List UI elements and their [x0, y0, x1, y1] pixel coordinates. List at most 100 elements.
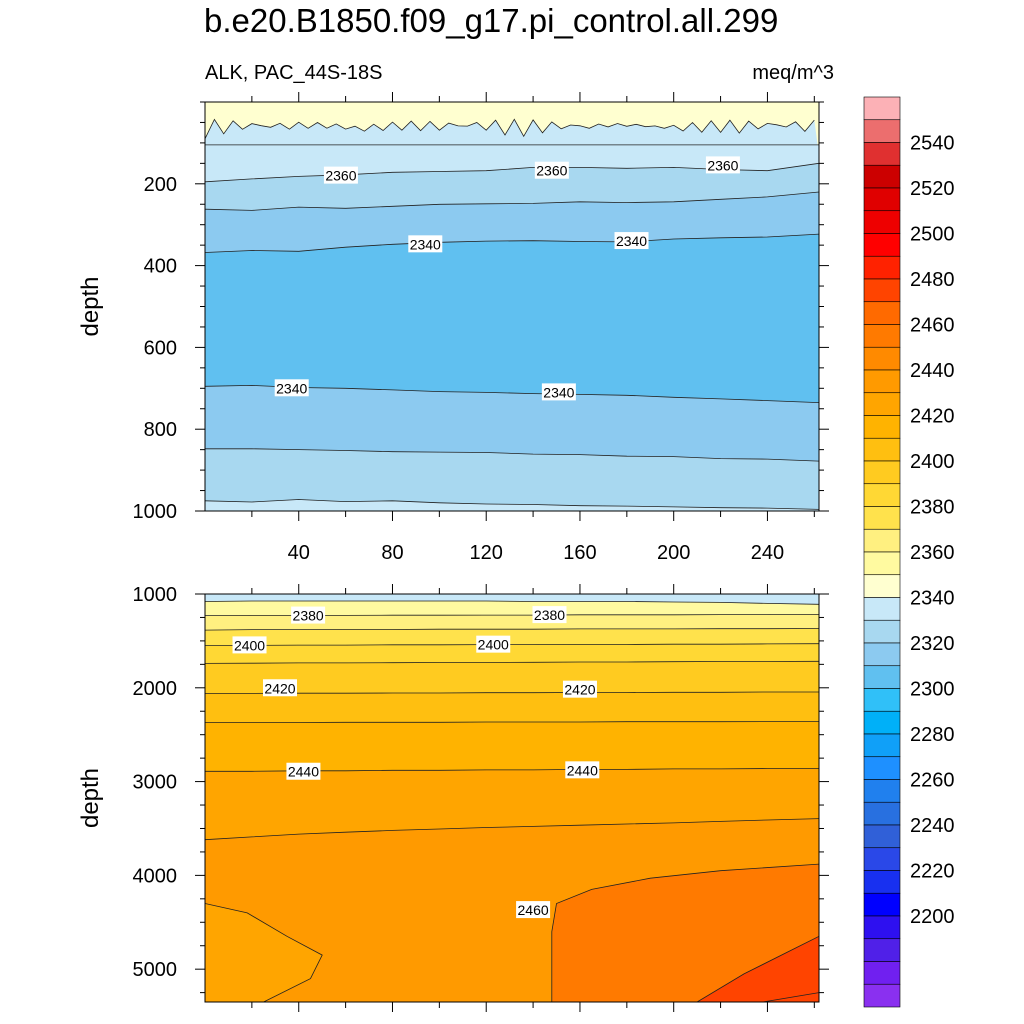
colorbar-swatch	[863, 665, 901, 689]
contour-label-text: 2420	[264, 680, 295, 696]
contour-label-box	[476, 635, 511, 653]
colorbar-swatch	[863, 142, 901, 166]
contour-label-box	[286, 762, 321, 780]
contour-label: 2380	[291, 606, 326, 624]
contour-label-box	[565, 761, 600, 779]
y-tick-label: 3000	[133, 772, 178, 794]
y-tick-label: 600	[144, 337, 177, 359]
colorbar-swatch	[863, 915, 901, 940]
contour-band	[205, 102, 819, 145]
contour-label-text: 2380	[534, 607, 565, 623]
contour-label-text: 2380	[293, 608, 324, 624]
contour-line	[205, 162, 819, 183]
contour-label-box	[262, 679, 297, 697]
colorbar: 2540 2520 2500 2480 2460 2440 2420 2400 2380 2360…	[863, 96, 955, 1008]
contour-label-text: 2360	[536, 163, 567, 179]
y-tick-label: 1000	[133, 584, 178, 606]
contour-line	[205, 384, 819, 403]
contour-label-box	[614, 232, 649, 250]
colorbar-swatch	[863, 710, 901, 735]
contour-band	[205, 601, 819, 616]
contour-label: 2360	[323, 166, 358, 184]
contour-band	[205, 721, 819, 772]
contour-label: 2340	[541, 383, 576, 401]
upper-depth-panel: 2360 2360 2360 2340 2340 2340 2340 40 80 120 160 20…	[77, 92, 829, 564]
contour-label: 2420	[262, 679, 297, 697]
contour-label-text: 2420	[564, 682, 595, 698]
contour-band	[205, 661, 819, 694]
y-axis-label: depth	[77, 276, 104, 336]
contour-band	[697, 936, 819, 1002]
contour-label: 2340	[274, 379, 309, 397]
contour-label: 2380	[532, 606, 567, 624]
y-ticks: 1000 2000 3000 4000 5000	[133, 584, 829, 994]
colorbar-swatch	[863, 437, 901, 462]
colorbar-label: 2460	[910, 315, 955, 337]
contour-band	[205, 818, 819, 1002]
colorbar-label: 2320	[910, 633, 955, 655]
colorbar-label: 2220	[910, 861, 955, 883]
colorbar-label: 2400	[910, 451, 955, 473]
colorbar-swatch	[863, 574, 901, 598]
colorbar-label: 2500	[910, 224, 955, 246]
contour-label-text: 2400	[478, 637, 509, 653]
contour-line	[205, 628, 819, 631]
contour-label-box	[705, 156, 740, 174]
colorbar-swatch	[863, 642, 901, 667]
contour-label: 2340	[408, 235, 443, 253]
y-tick-label: 800	[144, 419, 177, 441]
x-tick-label: 160	[563, 542, 596, 564]
contour-line	[205, 643, 819, 646]
contour-label: 2360	[534, 161, 569, 179]
colorbar-swatch	[863, 892, 901, 917]
contour-label-text: 2340	[276, 380, 307, 396]
contour-label-box	[532, 606, 567, 624]
colorbar-label: 2440	[910, 360, 955, 382]
colorbar-swatch	[863, 506, 901, 530]
contour-fills	[205, 102, 819, 511]
colorbar-swatch	[863, 801, 901, 826]
colorbar-label: 2260	[910, 770, 955, 792]
contour-line	[205, 818, 819, 841]
contour-line	[551, 863, 819, 1002]
contour-label: 2400	[232, 636, 267, 654]
colorbar-swatch	[863, 551, 901, 576]
colorbar-label: 2280	[910, 724, 955, 746]
colorbar-swatch	[863, 96, 901, 121]
contour-line	[205, 614, 819, 616]
colorbar-label: 2540	[910, 133, 955, 155]
colorbar-swatch	[863, 346, 901, 371]
x-tick-label: 120	[470, 542, 503, 564]
x-ticks	[251, 584, 815, 1012]
colorbar-label: 2380	[910, 497, 955, 519]
colorbar-swatch	[863, 392, 901, 416]
contour-band	[205, 499, 819, 511]
contour-band	[205, 903, 323, 1002]
contour-line	[205, 233, 819, 253]
colorbar-swatch	[863, 255, 901, 280]
contour-band	[205, 385, 819, 462]
contour-line	[205, 600, 819, 605]
contour-label-box	[408, 235, 443, 253]
contour-line	[696, 935, 819, 1002]
contour-line	[205, 903, 323, 1002]
fill-background	[205, 594, 819, 1002]
colorbar-swatch	[863, 779, 901, 803]
y-tick-label: 1000	[133, 501, 178, 523]
colorbar-swatch	[863, 983, 901, 1008]
contour-label-box	[516, 901, 551, 919]
x-tick-label: 240	[751, 542, 784, 564]
x-ticks: 40 80 120 160 200 240	[251, 92, 815, 564]
colorbar-label: 2520	[910, 178, 955, 200]
colorbar-swatch	[863, 688, 901, 712]
colorbar-swatch	[863, 415, 901, 439]
contour-line	[205, 660, 819, 664]
contour-line	[205, 448, 819, 462]
chart-subtitle-variable: ALK, PAC_44S-18S	[205, 62, 383, 84]
colorbar-swatch	[863, 847, 901, 871]
contour-label: 2340	[614, 232, 649, 250]
contour-line	[762, 992, 819, 1002]
colorbar-swatch	[863, 528, 901, 553]
